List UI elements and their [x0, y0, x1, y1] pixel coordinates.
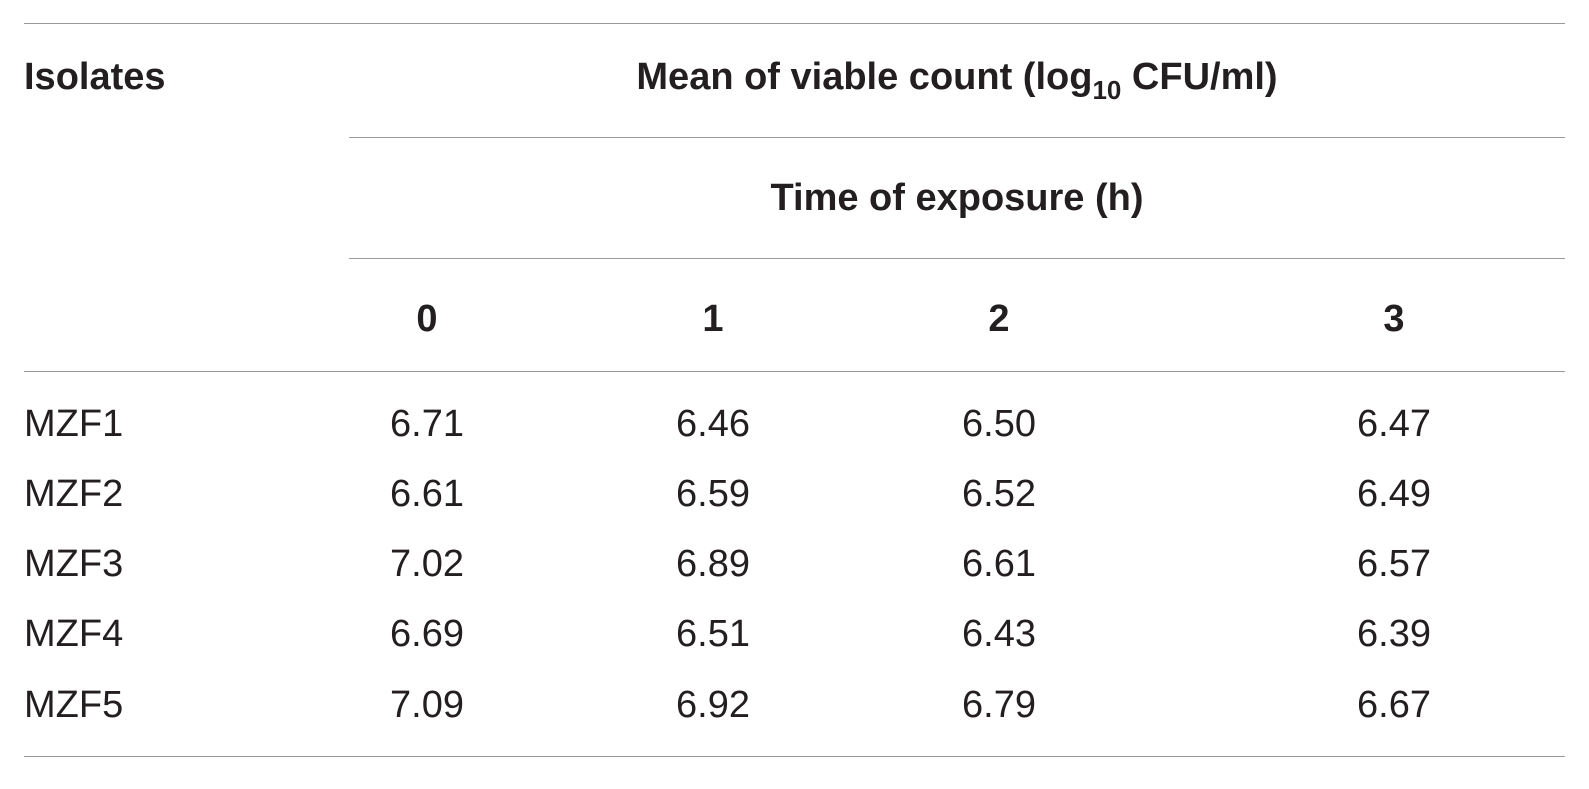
table-cell: 6.61	[962, 543, 1036, 585]
row-label: MZF2	[24, 473, 124, 515]
table-cell: 6.52	[962, 473, 1036, 515]
column-header: 1	[702, 298, 724, 340]
table-cell: 7.02	[390, 543, 464, 585]
table-cell: 6.89	[676, 543, 750, 585]
mean-rule	[349, 137, 1565, 138]
header-mean-subscript: 10	[1092, 75, 1122, 105]
table-cell: 6.51	[676, 613, 750, 655]
row-label: MZF3	[24, 543, 124, 585]
table-cell: 6.50	[962, 403, 1036, 445]
column-header: 0	[416, 298, 438, 340]
table-cell: 6.46	[676, 403, 750, 445]
table-cell: 6.71	[390, 403, 464, 445]
table-cell: 6.57	[1357, 543, 1431, 585]
column-header: 3	[1383, 298, 1405, 340]
time-rule	[349, 258, 1565, 259]
row-label: MZF5	[24, 684, 124, 726]
bottom-rule	[24, 756, 1565, 757]
table-cell: 6.79	[962, 684, 1036, 726]
row-label: MZF1	[24, 403, 124, 445]
table-cell: 6.43	[962, 613, 1036, 655]
header-mean-viable-count: Mean of viable count (log10 CFU/ml)	[349, 56, 1565, 103]
table-cell: 6.69	[390, 613, 464, 655]
table-cell: 6.59	[676, 473, 750, 515]
header-rule	[24, 371, 1565, 372]
header-mean-unit: CFU/ml)	[1121, 56, 1278, 98]
header-time-of-exposure: Time of exposure (h)	[770, 177, 1144, 219]
table-cell: 6.47	[1357, 403, 1431, 445]
table-cell: 6.92	[676, 684, 750, 726]
row-label: MZF4	[24, 613, 124, 655]
table-cell: 6.39	[1357, 613, 1431, 655]
column-header: 2	[988, 298, 1010, 340]
header-isolates: Isolates	[24, 56, 166, 98]
top-rule	[24, 23, 1565, 24]
table-cell: 6.61	[390, 473, 464, 515]
table-cell: 6.67	[1357, 684, 1431, 726]
table-cell: 6.49	[1357, 473, 1431, 515]
header-mean-main: Mean of viable count (log	[636, 56, 1093, 98]
table-cell: 7.09	[390, 684, 464, 726]
